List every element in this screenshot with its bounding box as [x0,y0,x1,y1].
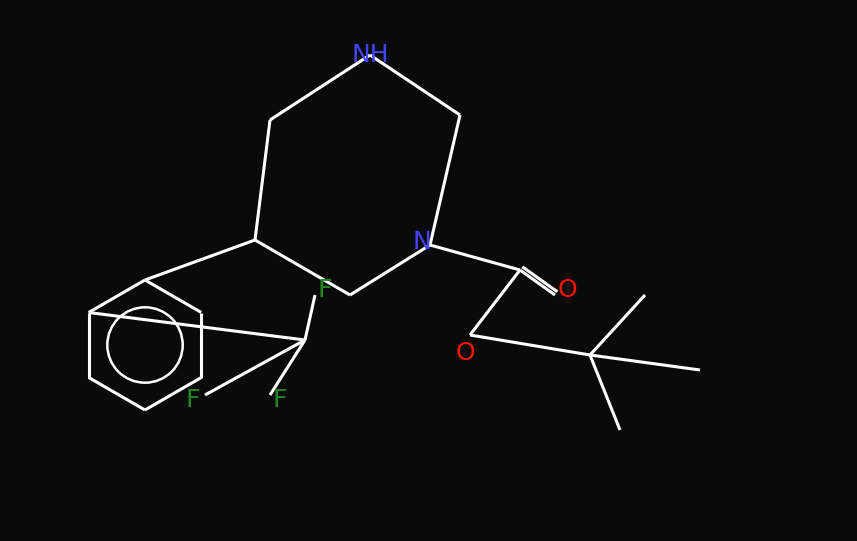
Text: O: O [455,341,475,365]
Text: F: F [186,388,201,412]
Text: N: N [412,230,431,254]
Text: F: F [273,388,287,412]
Text: NH: NH [351,43,389,67]
Text: O: O [557,278,577,302]
Text: F: F [318,278,333,302]
